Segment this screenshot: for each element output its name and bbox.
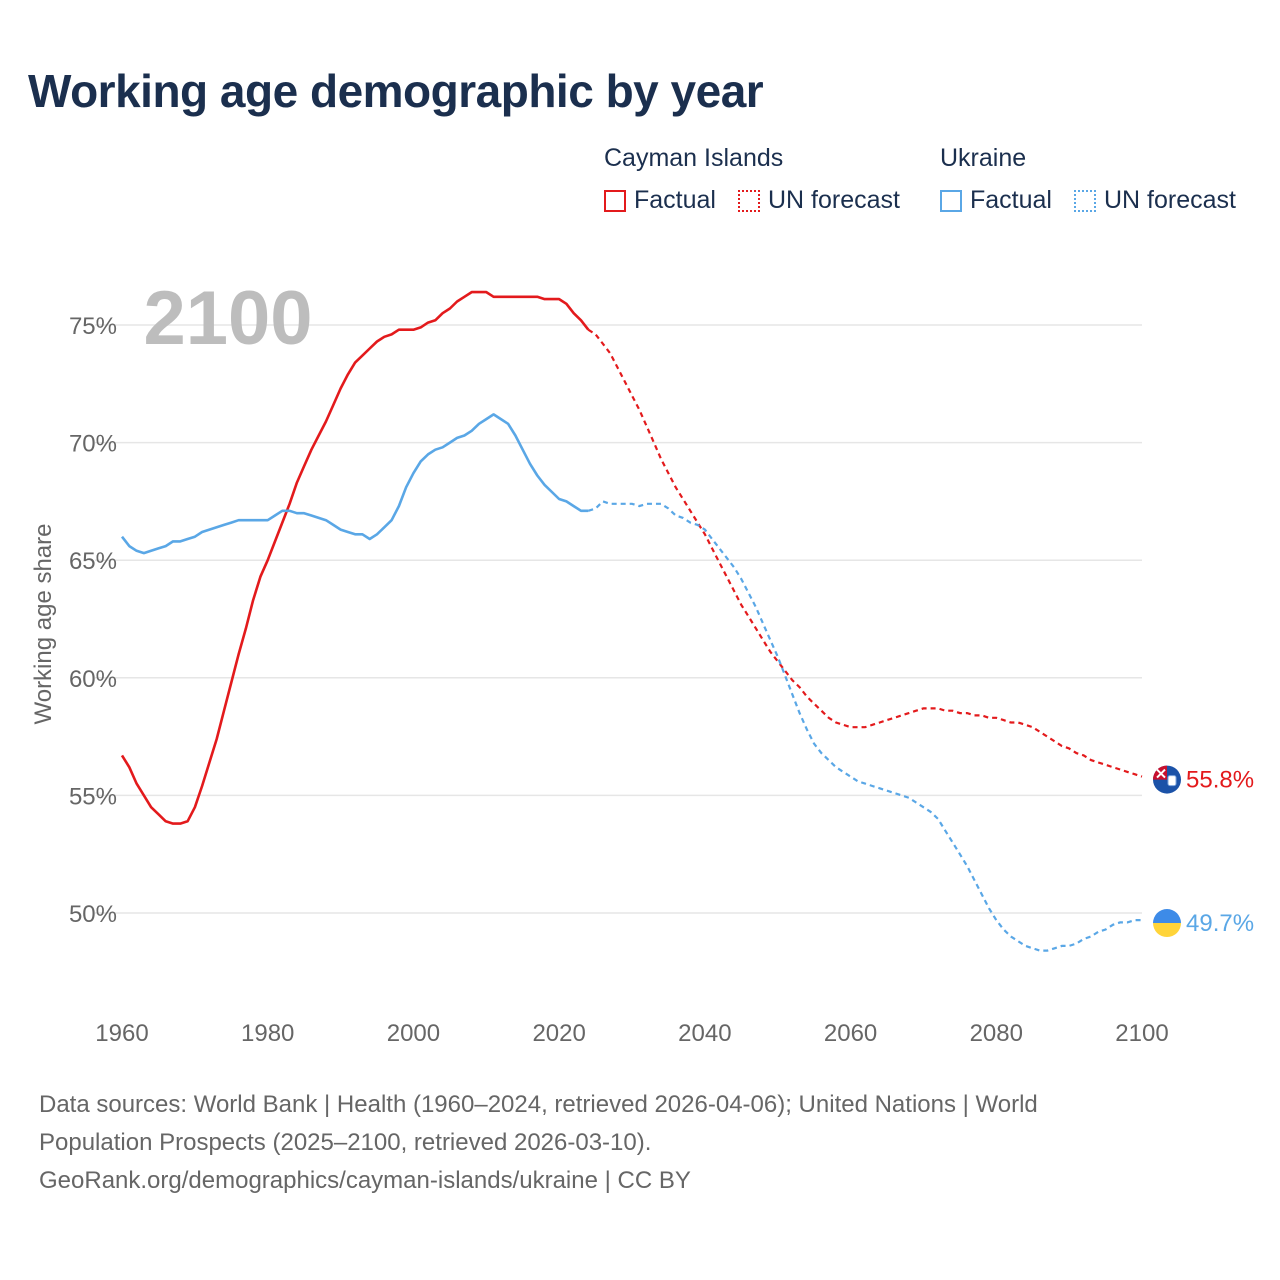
x-tick-label: 2080 xyxy=(970,1020,1023,1047)
cayman-islands-forecast-line xyxy=(587,328,1143,778)
cayman-islands-factual-line xyxy=(120,290,590,825)
y-tick-label: 55% xyxy=(69,783,117,810)
line-chart: 2100 50% 55% 60% 65% 70% 75% 1960 1980 2000 2020… xyxy=(30,276,1254,1047)
ukraine-flag-icon xyxy=(1153,909,1181,938)
legend-swatch-ukraine-factual xyxy=(940,189,962,212)
footer-line-3[interactable]: GeoRank.org/demographics/cayman-islands/… xyxy=(39,1167,691,1194)
cayman-islands-flag-icon xyxy=(1153,765,1181,794)
legend-swatch-cayman-forecast xyxy=(738,189,760,212)
cayman-islands-end-value-label: 55.8% xyxy=(1186,767,1254,794)
y-tick-label: 75% xyxy=(69,313,117,340)
x-tick-label: 1960 xyxy=(95,1020,148,1047)
legend-item-ukraine-factual[interactable]: Factual xyxy=(940,186,1052,215)
footer-sources: Data sources: World Bank | Health (1960–… xyxy=(39,1086,1239,1200)
legend-swatch-ukraine-forecast xyxy=(1074,189,1096,212)
legend-group-cayman-islands: Cayman Islands xyxy=(604,144,784,172)
end-markers: 55.8% 49.7% xyxy=(1153,765,1254,938)
x-tick-label: 1980 xyxy=(241,1020,294,1047)
y-tick-label: 65% xyxy=(69,548,117,575)
x-tick-label: 2020 xyxy=(532,1020,585,1047)
legend-item-ukraine-forecast[interactable]: UN forecast xyxy=(1074,186,1236,215)
y-tick-label: 50% xyxy=(69,901,117,928)
x-tick-label: 2060 xyxy=(824,1020,877,1047)
year-watermark: 2100 xyxy=(143,276,312,361)
series-lines xyxy=(120,290,1143,952)
footer-line-1: Data sources: World Bank | Health (1960–… xyxy=(39,1091,1038,1118)
legend-label-ukraine-factual: Factual xyxy=(970,186,1052,214)
y-axis-ticks: 50% 55% 60% 65% 70% 75% xyxy=(69,313,117,928)
y-tick-label: 70% xyxy=(69,431,117,458)
x-tick-label: 2100 xyxy=(1115,1020,1168,1047)
x-tick-label: 2000 xyxy=(387,1020,440,1047)
y-axis-label: Working age share xyxy=(30,524,57,725)
legend-group-ukraine: Ukraine xyxy=(940,144,1027,172)
y-tick-label: 60% xyxy=(69,666,117,693)
legend-label-ukraine-forecast: UN forecast xyxy=(1104,186,1236,214)
legend-label-cayman-factual: Factual xyxy=(634,186,716,214)
x-tick-label: 2040 xyxy=(678,1020,731,1047)
legend-item-cayman-factual[interactable]: Factual xyxy=(604,186,716,215)
chart-title: Working age demographic by year xyxy=(28,65,764,117)
footer-line-2: Population Prospects (2025–2100, retriev… xyxy=(39,1129,652,1156)
grid-lines xyxy=(95,324,1142,914)
ukraine-factual-line xyxy=(120,413,589,555)
legend-swatch-cayman-factual xyxy=(604,189,626,212)
x-axis-ticks: 1960 1980 2000 2020 2040 2060 2080 2100 xyxy=(95,1020,1168,1047)
legend-item-cayman-forecast[interactable]: UN forecast xyxy=(738,186,900,215)
legend-label-cayman-forecast: UN forecast xyxy=(768,186,900,214)
ukraine-forecast-line xyxy=(587,500,1142,952)
ukraine-end-value-label: 49.7% xyxy=(1186,910,1254,937)
